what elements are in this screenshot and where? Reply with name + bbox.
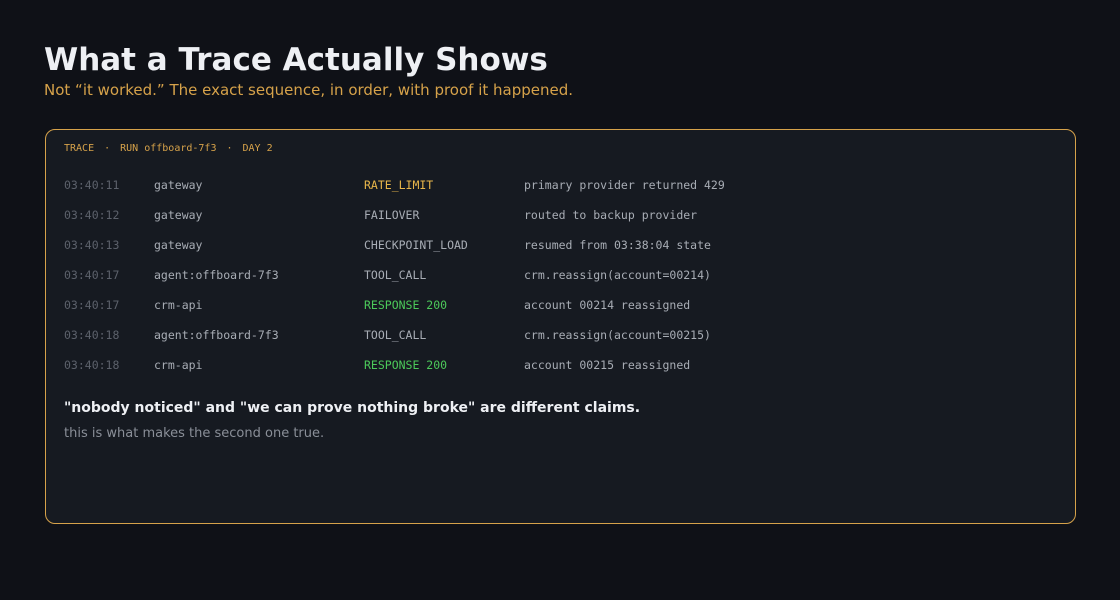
event: FAILOVER	[364, 208, 420, 222]
sep: ·	[226, 143, 233, 154]
detail: crm.reassign(account=00214)	[524, 268, 711, 282]
event: RESPONSE 200	[364, 358, 448, 372]
subtitle: Not “it worked.” The exact sequence, in …	[44, 81, 574, 99]
time: 03:40:13	[64, 238, 120, 252]
event: RESPONSE 200	[364, 298, 448, 312]
event: TOOL_CALL	[364, 328, 427, 342]
event: RATE_LIMIT	[364, 178, 434, 192]
detail: resumed from 03:38:04 state	[524, 238, 711, 252]
source: agent:offboard-7f3	[154, 328, 279, 342]
detail: routed to backup provider	[524, 208, 698, 222]
event: TOOL_CALL	[364, 268, 427, 282]
run: RUN offboard-7f3	[120, 143, 217, 154]
label: TRACE	[64, 143, 95, 154]
detail: primary provider returned 429	[524, 178, 725, 192]
source: crm-api	[154, 358, 203, 372]
source: gateway	[154, 208, 203, 222]
source: gateway	[154, 238, 203, 252]
title: What a Trace Actually Shows	[44, 42, 548, 78]
detail: account 00214 reassigned	[524, 298, 691, 312]
day: DAY 2	[242, 143, 273, 154]
source: agent:offboard-7f3	[154, 268, 279, 282]
trace-panel: TRACE · RUN offboard-7f3 · DAY 2 "nobody not…	[45, 129, 1076, 524]
detail: account 00215 reassigned	[524, 358, 691, 372]
time: 03:40:18	[64, 358, 120, 372]
claim: "nobody noticed" and "we can prove nothi…	[64, 400, 641, 416]
time: 03:40:18	[64, 328, 120, 342]
time: 03:40:17	[64, 298, 120, 312]
detail: crm.reassign(account=00215)	[524, 328, 711, 342]
source: crm-api	[154, 298, 203, 312]
event: CHECKPOINT_LOAD	[364, 238, 468, 252]
time: 03:40:11	[64, 178, 120, 192]
note: this is what makes the second one true.	[64, 426, 325, 441]
time: 03:40:12	[64, 208, 120, 222]
source: gateway	[154, 178, 203, 192]
trace-header: TRACE · RUN offboard-7f3 · DAY 2	[64, 143, 283, 154]
sep: ·	[104, 143, 111, 154]
time: 03:40:17	[64, 268, 120, 282]
